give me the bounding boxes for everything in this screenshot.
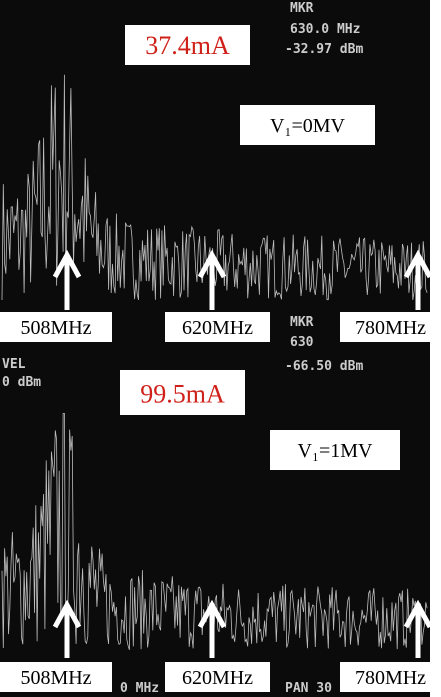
marker-readout: -32.97 dBm	[285, 42, 363, 57]
voltage-box	[240, 105, 375, 145]
voltage-box	[270, 430, 400, 470]
arrow-head	[52, 599, 82, 629]
arrow-head	[403, 599, 433, 629]
frequency-label: 620MHz	[182, 317, 253, 339]
arrow-head	[52, 249, 82, 279]
frequency-box	[0, 662, 112, 692]
marker-readout: MKR	[290, 1, 314, 16]
frequency-box	[340, 312, 441, 342]
footer-readout: 0 MHz	[120, 681, 159, 696]
current-box	[125, 25, 250, 65]
frequency-label: 780MHz	[355, 317, 426, 339]
marker-readout: 630	[290, 335, 314, 350]
voltage-label: V₁=0MV	[270, 115, 345, 137]
frequency-label: 780MHz	[355, 667, 426, 689]
current-label: 37.4mA	[145, 31, 230, 60]
reference-readout: 0 dBm	[2, 375, 41, 390]
arrow-head	[403, 249, 433, 279]
frequency-box	[165, 312, 270, 342]
arrow-head	[197, 599, 227, 629]
marker-readout: MKR	[290, 315, 314, 330]
marker-readout: -66.50 dBm	[285, 359, 363, 374]
current-label: 99.5mA	[140, 379, 225, 408]
reference-readout: VEL	[2, 357, 26, 372]
marker-readout: 630.0 MHz	[290, 22, 360, 37]
spectrum-trace	[1, 412, 428, 651]
current-box	[120, 370, 245, 415]
frequency-label: 508MHz	[20, 667, 91, 689]
arrow-head	[197, 249, 227, 279]
frequency-box	[165, 662, 270, 692]
voltage-label: V₁=1MV	[298, 440, 373, 462]
frequency-label: 620MHz	[182, 667, 253, 689]
frequency-box	[0, 312, 112, 342]
frequency-box	[340, 662, 441, 692]
spectrum-trace	[1, 74, 428, 301]
footer-readout: PAN 30	[285, 681, 332, 696]
frequency-label: 508MHz	[20, 317, 91, 339]
